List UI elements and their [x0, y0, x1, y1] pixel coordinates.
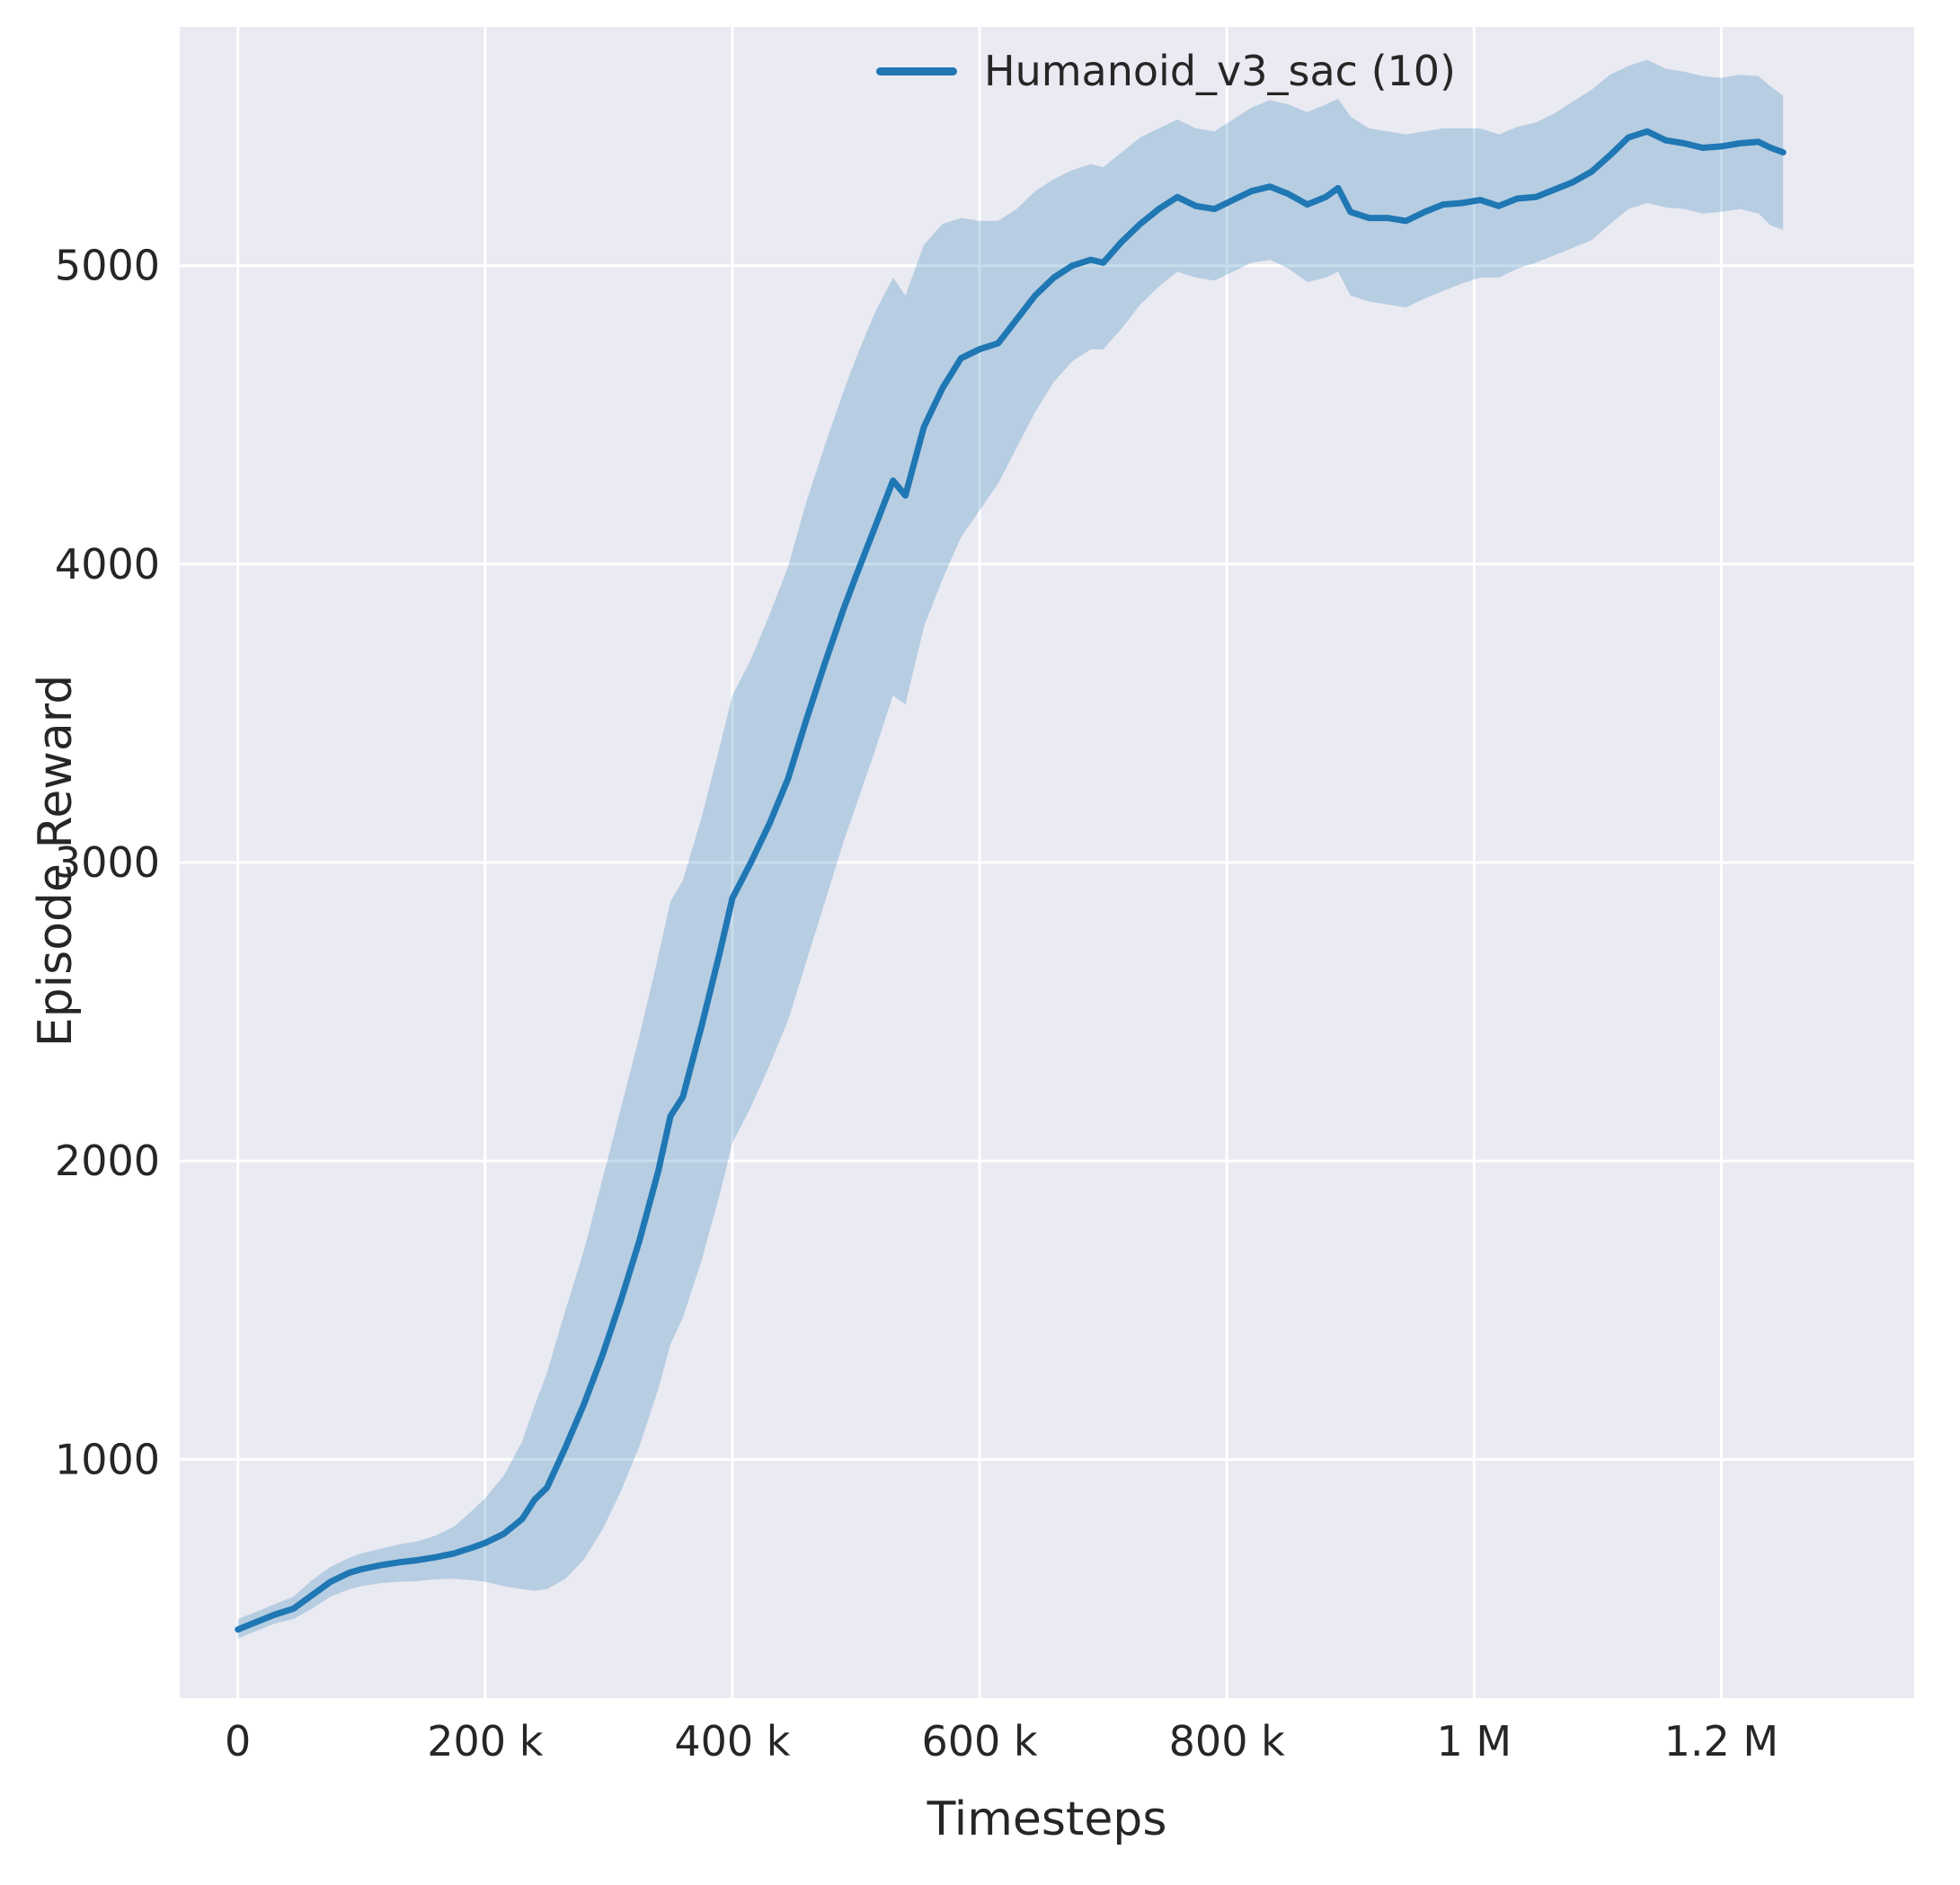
x-tick-label: 600 k — [921, 1717, 1037, 1766]
x-axis-label: Timesteps — [927, 1792, 1167, 1846]
x-tick-label: 0 — [225, 1717, 251, 1766]
x-tick-label: 400 k — [674, 1717, 790, 1766]
mean-line — [235, 128, 1787, 1633]
legend-line-swatch — [876, 66, 957, 75]
y-tick-label: 3000 — [55, 838, 160, 887]
y-axis-label: Episode Reward — [29, 674, 83, 1048]
legend: Humanoid_v3_sac (10) — [876, 47, 1456, 95]
x-tick-label: 800 k — [1169, 1717, 1285, 1766]
y-tick-label: 2000 — [55, 1137, 160, 1185]
x-tick-label: 1.2 M — [1664, 1717, 1778, 1766]
x-tick-label: 1 M — [1437, 1717, 1512, 1766]
y-tick-label: 5000 — [55, 242, 160, 290]
y-tick-label: 4000 — [55, 540, 160, 589]
confidence-band — [237, 59, 1784, 1639]
legend-label: Humanoid_v3_sac (10) — [984, 47, 1457, 95]
y-tick-label: 1000 — [55, 1435, 160, 1483]
x-tick-label: 200 k — [427, 1717, 543, 1766]
